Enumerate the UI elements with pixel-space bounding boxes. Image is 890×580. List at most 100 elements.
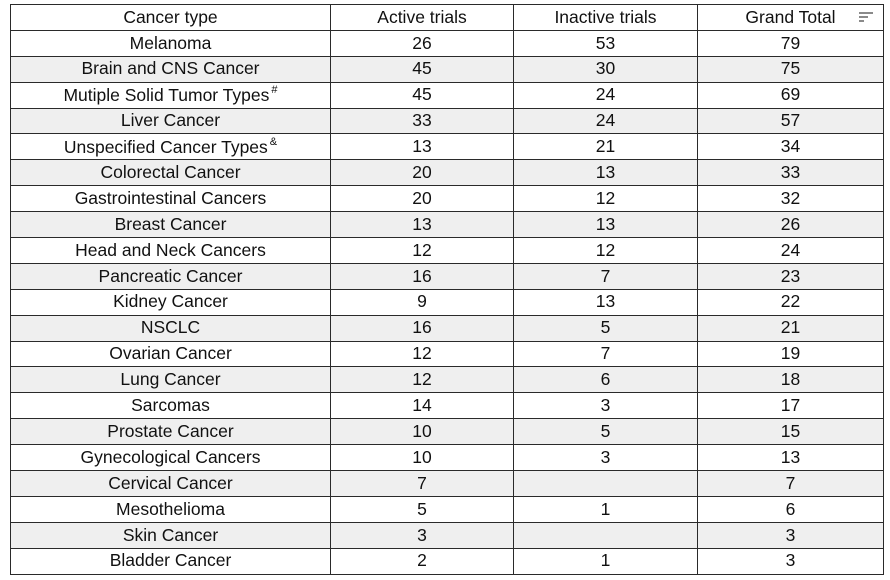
cell-active-trials: 7 xyxy=(330,470,514,497)
cell-cancer-type: Sarcomas xyxy=(10,392,331,420)
table-row: Gynecological Cancers 10 3 13 xyxy=(10,444,884,472)
table-row: Brain and CNS Cancer 45 30 75 xyxy=(10,55,884,83)
cell-cancer-type: Lung Cancer xyxy=(10,366,331,394)
cell-grand-total: 75 xyxy=(697,55,884,83)
cell-active-trials: 14 xyxy=(330,392,514,420)
table-row: Kidney Cancer 9 13 22 xyxy=(10,288,884,316)
cell-cancer-type: Liver Cancer xyxy=(10,107,331,135)
cancer-trials-table-container: Cancer type Active trials Inactive trial… xyxy=(10,4,884,575)
cell-grand-total: 57 xyxy=(697,107,884,135)
header-active-trials[interactable]: Active trials xyxy=(330,4,514,31)
table-row: Pancreatic Cancer 16 7 23 xyxy=(10,262,884,290)
cell-inactive-trials: 12 xyxy=(513,237,698,264)
header-cancer-type[interactable]: Cancer type xyxy=(10,4,331,31)
table-row: Mesothelioma 5 1 6 xyxy=(10,495,884,523)
cell-inactive-trials: 13 xyxy=(513,288,698,316)
table-row: Mutiple Solid Tumor Types #45 24 69 xyxy=(10,81,884,109)
cancer-type-label: Sarcomas xyxy=(131,395,210,416)
table-row: Head and Neck Cancers 12 12 24 xyxy=(10,237,884,264)
cell-inactive-trials: 7 xyxy=(513,262,698,290)
cell-cancer-type: Colorectal Cancer xyxy=(10,159,331,187)
table-row: Liver Cancer 33 24 57 xyxy=(10,107,884,135)
cell-active-trials: 33 xyxy=(330,107,514,135)
cancer-type-label: Colorectal Cancer xyxy=(100,162,241,183)
cell-cancer-type: Head and Neck Cancers xyxy=(10,237,331,264)
header-grand-total[interactable]: Grand Total xyxy=(697,4,884,31)
table-row: Lung Cancer 12 6 18 xyxy=(10,366,884,394)
cancer-type-label: Cervical Cancer xyxy=(108,472,233,493)
table-row: Prostate Cancer 10 5 15 xyxy=(10,418,884,446)
cancer-type-label: Head and Neck Cancers xyxy=(75,239,266,260)
cell-grand-total: 33 xyxy=(697,159,884,187)
cancer-type-label: Gastrointestinal Cancers xyxy=(74,187,267,208)
cell-inactive-trials xyxy=(513,521,698,549)
table-row: Cervical Cancer 7 7 xyxy=(10,470,884,497)
cell-grand-total: 7 xyxy=(697,470,884,497)
table-row: NSCLC 16 5 21 xyxy=(10,314,884,342)
cell-grand-total: 15 xyxy=(697,418,884,446)
cell-cancer-type: Prostate Cancer xyxy=(10,418,331,446)
cell-cancer-type: Mutiple Solid Tumor Types # xyxy=(10,81,331,109)
cell-cancer-type: Brain and CNS Cancer xyxy=(10,55,331,83)
filter-sort-icon[interactable] xyxy=(859,12,873,23)
cell-grand-total: 69 xyxy=(697,81,884,109)
cell-inactive-trials: 5 xyxy=(513,314,698,342)
header-row: Cancer type Active trials Inactive trial… xyxy=(10,4,884,31)
table-body: Melanoma 26 53 79 Brain and CNS Cancer 45 30 75… xyxy=(10,29,884,575)
cell-grand-total: 22 xyxy=(697,288,884,316)
cell-grand-total: 3 xyxy=(697,521,884,549)
cell-inactive-trials: 1 xyxy=(513,547,698,575)
cancer-type-label: Mutiple Solid Tumor Types xyxy=(63,85,270,106)
cell-inactive-trials: 3 xyxy=(513,392,698,420)
cell-active-trials: 26 xyxy=(330,29,514,57)
cancer-type-label: Unspecified Cancer Types xyxy=(63,137,268,158)
cell-grand-total: 3 xyxy=(697,547,884,575)
cell-grand-total: 23 xyxy=(697,262,884,290)
footnote-marker: & xyxy=(269,136,278,149)
cancer-type-label: Melanoma xyxy=(129,32,212,53)
cell-cancer-type: Skin Cancer xyxy=(10,521,331,549)
cancer-type-label: Brain and CNS Cancer xyxy=(81,58,260,79)
cell-active-trials: 16 xyxy=(330,314,514,342)
table-row: Sarcomas 14 3 17 xyxy=(10,392,884,420)
table-header: Cancer type Active trials Inactive trial… xyxy=(10,4,884,31)
cell-cancer-type: Gynecological Cancers xyxy=(10,444,331,472)
cell-cancer-type: Breast Cancer xyxy=(10,211,331,239)
cell-inactive-trials: 5 xyxy=(513,418,698,446)
cell-inactive-trials: 24 xyxy=(513,81,698,109)
cancer-type-label: Prostate Cancer xyxy=(107,420,234,441)
cell-inactive-trials: 3 xyxy=(513,444,698,472)
cancer-type-label: Lung Cancer xyxy=(120,369,221,390)
cell-grand-total: 34 xyxy=(697,133,884,161)
cancer-type-label: Kidney Cancer xyxy=(113,291,228,312)
cell-grand-total: 32 xyxy=(697,185,884,213)
header-inactive-trials[interactable]: Inactive trials xyxy=(513,4,698,31)
header-grand-total-label: Grand Total xyxy=(745,6,836,27)
cell-cancer-type: Mesothelioma xyxy=(10,495,331,523)
cancer-type-label: Mesothelioma xyxy=(116,498,225,519)
cell-cancer-type: NSCLC xyxy=(10,314,331,342)
cell-cancer-type: Melanoma xyxy=(10,29,331,57)
cell-active-trials: 2 xyxy=(330,547,514,575)
cell-cancer-type: Pancreatic Cancer xyxy=(10,262,331,290)
cell-inactive-trials: 12 xyxy=(513,185,698,213)
cell-inactive-trials: 13 xyxy=(513,159,698,187)
cell-active-trials: 20 xyxy=(330,159,514,187)
table-row: Gastrointestinal Cancers 20 12 32 xyxy=(10,185,884,213)
table-row: Ovarian Cancer 12 7 19 xyxy=(10,340,884,368)
cell-cancer-type: Cervical Cancer xyxy=(10,470,331,497)
table-row: Bladder Cancer 2 1 3 xyxy=(10,547,884,575)
cell-active-trials: 9 xyxy=(330,288,514,316)
cell-active-trials: 12 xyxy=(330,340,514,368)
table-row: Unspecified Cancer Types & 13 21 34 xyxy=(10,133,884,161)
cell-cancer-type: Bladder Cancer xyxy=(10,547,331,575)
cancer-type-label: Gynecological Cancers xyxy=(80,446,261,467)
cell-grand-total: 24 xyxy=(697,237,884,264)
table-row: Colorectal Cancer 20 13 33 xyxy=(10,159,884,187)
cell-cancer-type: Unspecified Cancer Types & xyxy=(10,133,331,161)
cell-grand-total: 6 xyxy=(697,495,884,523)
cell-grand-total: 18 xyxy=(697,366,884,394)
cell-inactive-trials: 13 xyxy=(513,211,698,239)
cell-active-trials: 10 xyxy=(330,444,514,472)
cancer-type-label: Ovarian Cancer xyxy=(109,343,232,364)
